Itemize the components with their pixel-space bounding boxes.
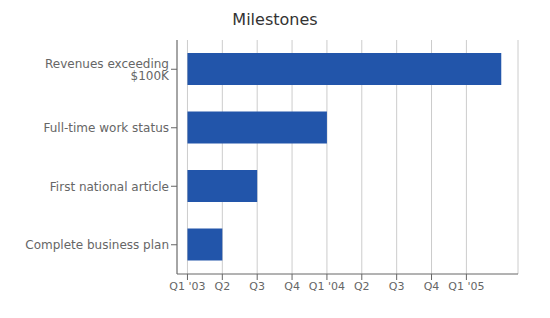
svg-text:Full-time work status: Full-time work status xyxy=(43,121,169,135)
svg-text:Q1 '03: Q1 '03 xyxy=(169,280,205,293)
svg-text:Revenues exceeding$100K: Revenues exceeding$100K xyxy=(45,57,170,83)
svg-text:Q4: Q4 xyxy=(424,280,440,293)
svg-text:Complete business plan: Complete business plan xyxy=(25,238,169,252)
html-text:Milestones: Milestones xyxy=(232,10,318,29)
svg-text:Q2: Q2 xyxy=(354,280,370,293)
svg-text:First national article: First national article xyxy=(50,180,169,194)
svg-text:Q1 '04: Q1 '04 xyxy=(309,280,345,293)
svg-text:Q3: Q3 xyxy=(389,280,405,293)
svg-text:Q1 '05: Q1 '05 xyxy=(448,280,484,293)
svg-text:Q4: Q4 xyxy=(284,280,300,293)
svg-text:Q2: Q2 xyxy=(214,280,230,293)
svg-text:Q3: Q3 xyxy=(249,280,265,293)
